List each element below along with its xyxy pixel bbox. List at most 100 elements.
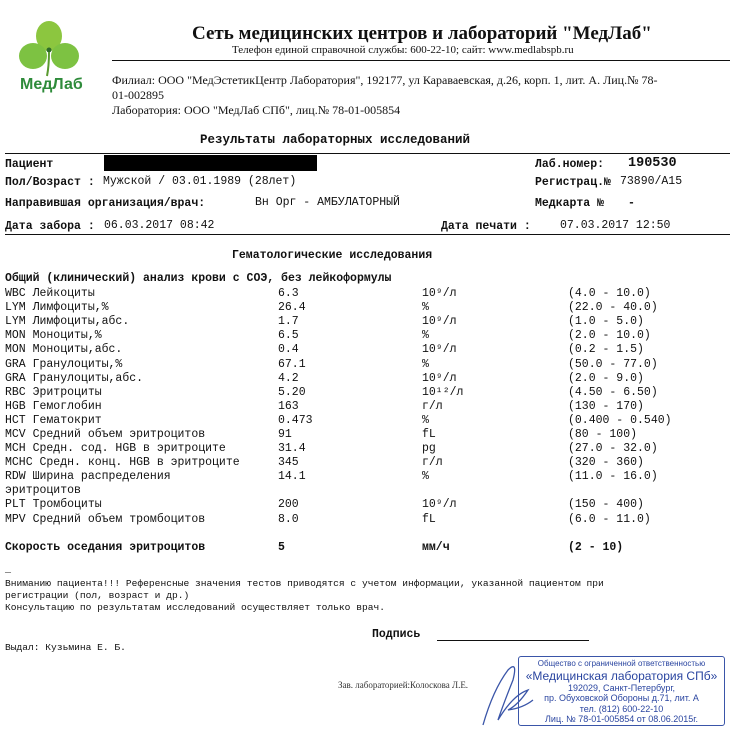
test-reference: (2.0 - 9.0) bbox=[568, 371, 644, 385]
test-name: LYM Лимфоциты,абс. bbox=[5, 315, 130, 329]
test-unit: fL bbox=[422, 512, 436, 526]
test-unit: pg bbox=[422, 442, 436, 456]
result-row: MON Моноциты,абс. 0.4 10⁹/л (0.2 - 1.5) bbox=[5, 343, 735, 357]
branch-line-2: 01-002895 bbox=[112, 88, 164, 102]
test-value: 67.1 bbox=[278, 357, 306, 371]
test-name: MCV Средний объем эритроцитов bbox=[5, 428, 206, 441]
sex-age-label: Пол/Возраст : bbox=[5, 176, 95, 189]
logo-text: МедЛаб bbox=[20, 76, 83, 93]
test-unit: г/л bbox=[422, 399, 443, 413]
test-name: GRA Гранулоциты,% bbox=[5, 357, 123, 371]
esr-row: Скорость оседания эритроцитов 5 мм/ч (2 … bbox=[5, 541, 735, 555]
test-value: 200 bbox=[278, 498, 299, 512]
result-row: LYM Лимфоциты,абс. 1.7 10⁹/л (1.0 - 5.0) bbox=[5, 315, 735, 329]
test-name: Скорость оседания эритроцитов bbox=[5, 541, 206, 554]
test-unit: % bbox=[422, 301, 429, 315]
notice-line-3: Консультацию по результатам исследований… bbox=[5, 602, 385, 613]
notice-line-1: Вниманию пациента!!! Референсные значени… bbox=[5, 578, 604, 589]
test-unit: % bbox=[422, 413, 429, 427]
result-row: MCH Средн. сод. HGB в эритроците 31.4 pg (2… bbox=[5, 442, 735, 456]
result-row: PLT Тромбоциты 200 10⁹/л (150 - 400) bbox=[5, 498, 735, 512]
test-reference: (11.0 - 16.0) bbox=[568, 470, 658, 484]
test-reference: (0.2 - 1.5) bbox=[568, 343, 644, 357]
test-unit: % bbox=[422, 470, 429, 484]
phone-line: Телефон единой справочной службы: 600-22… bbox=[232, 44, 574, 56]
notice-line-2: регистрации (пол, возраст и др.) bbox=[5, 590, 190, 601]
test-unit: fL bbox=[422, 428, 436, 441]
test-value: 6.5 bbox=[278, 329, 299, 343]
test-reference: (2 - 10) bbox=[568, 541, 624, 554]
test-value: 0.473 bbox=[278, 413, 313, 427]
test-reference: (27.0 - 32.0) bbox=[568, 442, 658, 456]
test-unit: мм/ч bbox=[422, 541, 450, 554]
redacted-patient-name bbox=[104, 155, 317, 171]
referring-org-label: Направившая организация/врач: bbox=[5, 197, 206, 210]
test-value: 91 bbox=[278, 428, 292, 441]
divider bbox=[112, 60, 730, 61]
test-reference: (4.0 - 10.0) bbox=[568, 287, 651, 300]
test-value: 5.20 bbox=[278, 385, 306, 399]
test-unit: 10⁹/л bbox=[422, 343, 457, 357]
date-taken-value: 06.03.2017 08:42 bbox=[104, 219, 215, 232]
stamp-line: тел. (812) 600-22-10 bbox=[579, 703, 664, 714]
test-reference: (50.0 - 77.0) bbox=[568, 357, 658, 371]
test-value: 0.4 bbox=[278, 343, 299, 357]
test-reference: (0.400 - 0.540) bbox=[568, 413, 672, 427]
report-title: Результаты лабораторных исследований bbox=[200, 133, 471, 147]
lab-number-value: 190530 bbox=[628, 156, 677, 171]
test-unit: 10⁹/л bbox=[422, 315, 457, 329]
patient-label: Пациент bbox=[5, 158, 54, 171]
result-row: RBC Эритроциты 5.20 10¹²/л (4.50 - 6.50) bbox=[5, 386, 735, 400]
test-reference: (130 - 170) bbox=[568, 399, 644, 413]
signature-line bbox=[437, 640, 589, 641]
test-value: 6.3 bbox=[278, 287, 299, 300]
test-name: RDW Ширина распределения bbox=[5, 470, 171, 484]
medcard-label: Медкарта № bbox=[535, 197, 605, 210]
test-name: HCT Гематокрит bbox=[5, 413, 102, 427]
result-row: WBC Лейкоциты 6.3 10⁹/л (4.0 - 10.0) bbox=[5, 287, 735, 301]
test-name-continued: эритроцитов bbox=[5, 484, 81, 498]
result-row: LYM Лимфоциты,% 26.4% (22.0 - 40.0) bbox=[5, 301, 735, 315]
test-name: PLT Тромбоциты bbox=[5, 498, 102, 512]
org-title: Сеть медицинских центров и лабораторий "… bbox=[192, 23, 652, 44]
stamp-line: Лиц. № 78-01-005854 от 08.06.2015г. bbox=[545, 714, 698, 724]
registration-label: Регистрац.№ bbox=[535, 176, 611, 189]
divider bbox=[5, 153, 730, 154]
branch-line-1: Филиал: ООО "МедЭстетикЦентр Лаборатория… bbox=[112, 73, 658, 87]
test-name: MON Моноциты,абс. bbox=[5, 343, 123, 357]
test-reference: (4.50 - 6.50) bbox=[568, 385, 658, 399]
result-row: MCHC Средн. конц. HGB в эритроците 345 г/л… bbox=[5, 456, 735, 470]
print-date-label: Дата печати : bbox=[441, 220, 531, 233]
stamp-line: 192029, Санкт-Петербург, bbox=[567, 682, 676, 693]
result-row: MCV Средний объем эритроцитов 91 fL (80 - 1… bbox=[5, 428, 735, 442]
test-value: 26.4 bbox=[278, 301, 306, 315]
test-value: 8.0 bbox=[278, 512, 299, 526]
registration-value: 73890/А15 bbox=[620, 175, 683, 188]
medlab-logo: МедЛаб bbox=[18, 18, 83, 98]
result-row: GRA Гранулоциты,% 67.1% (50.0 - 77.0) bbox=[5, 358, 735, 372]
result-row: RDW Ширина распределения 14.1% (11.0 - 16.… bbox=[5, 470, 735, 497]
test-reference: (22.0 - 40.0) bbox=[568, 301, 658, 315]
stamp-line: Общество с ограниченной ответственностью bbox=[537, 659, 706, 668]
test-unit: % bbox=[422, 357, 429, 371]
test-unit: 10⁹/л bbox=[422, 371, 457, 385]
date-taken-label: Дата забора : bbox=[5, 220, 95, 233]
result-row: GRA Гранулоциты,абс. 4.2 10⁹/л (2.0 - 9.0) bbox=[5, 372, 735, 386]
lab-stamp: Общество с ограниченной ответственностью… bbox=[518, 656, 725, 726]
test-name: MPV Средний объем тромбоцитов bbox=[5, 512, 206, 526]
test-value: 163 bbox=[278, 399, 299, 413]
result-row: MON Моноциты,% 6.5% (2.0 - 10.0) bbox=[5, 329, 735, 343]
stamp-line: пр. Обуховской Обороны д.71, лит. А bbox=[544, 693, 699, 703]
test-name: MCHC Средн. конц. HGB в эритроците bbox=[5, 456, 240, 470]
lab-head: Зав. лабораторией:Колоскова Л.Е. bbox=[338, 680, 469, 690]
test-reference: (80 - 100) bbox=[568, 428, 638, 441]
result-row: MPV Средний объем тромбоцитов 8.0 fL (6.0 -… bbox=[5, 513, 735, 527]
divider bbox=[5, 234, 730, 235]
referring-org-value: Вн Орг - АМБУЛАТОРНЫЙ bbox=[255, 196, 400, 209]
test-name: MON Моноциты,% bbox=[5, 329, 102, 343]
test-value: 14.1 bbox=[278, 470, 306, 484]
test-name: MCH Средн. сод. HGB в эритроците bbox=[5, 442, 226, 456]
clover-logo-icon bbox=[19, 21, 79, 77]
test-reference: (1.0 - 5.0) bbox=[568, 315, 644, 329]
